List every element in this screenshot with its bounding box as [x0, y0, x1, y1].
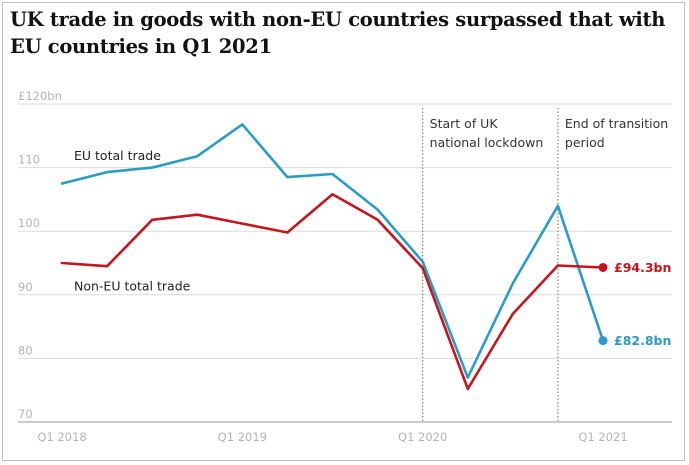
y-tick-label: 70 [18, 407, 33, 421]
y-tick-label: 80 [18, 343, 33, 357]
annotation-text: Start of UK [430, 116, 499, 131]
y-tick-label: 100 [18, 216, 40, 230]
x-tick-label: Q1 2018 [37, 430, 86, 444]
annotation-text: End of transition [565, 116, 668, 131]
annotation-text: national lockdown [430, 135, 544, 150]
chart-title: UK trade in goods with non-EU countries … [10, 8, 666, 58]
y-tick-label: £120bn [18, 89, 62, 103]
series-end-marker [598, 336, 608, 346]
series-end-marker [598, 262, 608, 272]
annotation-text: period [565, 135, 605, 150]
series-name-label: EU total trade [74, 148, 161, 163]
y-tick-label: 110 [18, 153, 40, 167]
series-end-label: £94.3bn [614, 260, 671, 275]
y-tick-label: 90 [18, 280, 33, 294]
series-line [60, 123, 605, 379]
series-name-label: Non-EU total trade [74, 278, 191, 293]
x-tick-label: Q1 2019 [218, 430, 267, 444]
x-tick-label: Q1 2020 [398, 430, 447, 444]
series-line [60, 193, 605, 391]
series-end-label: £82.8bn [614, 333, 671, 348]
x-tick-label: Q1 2021 [578, 430, 627, 444]
